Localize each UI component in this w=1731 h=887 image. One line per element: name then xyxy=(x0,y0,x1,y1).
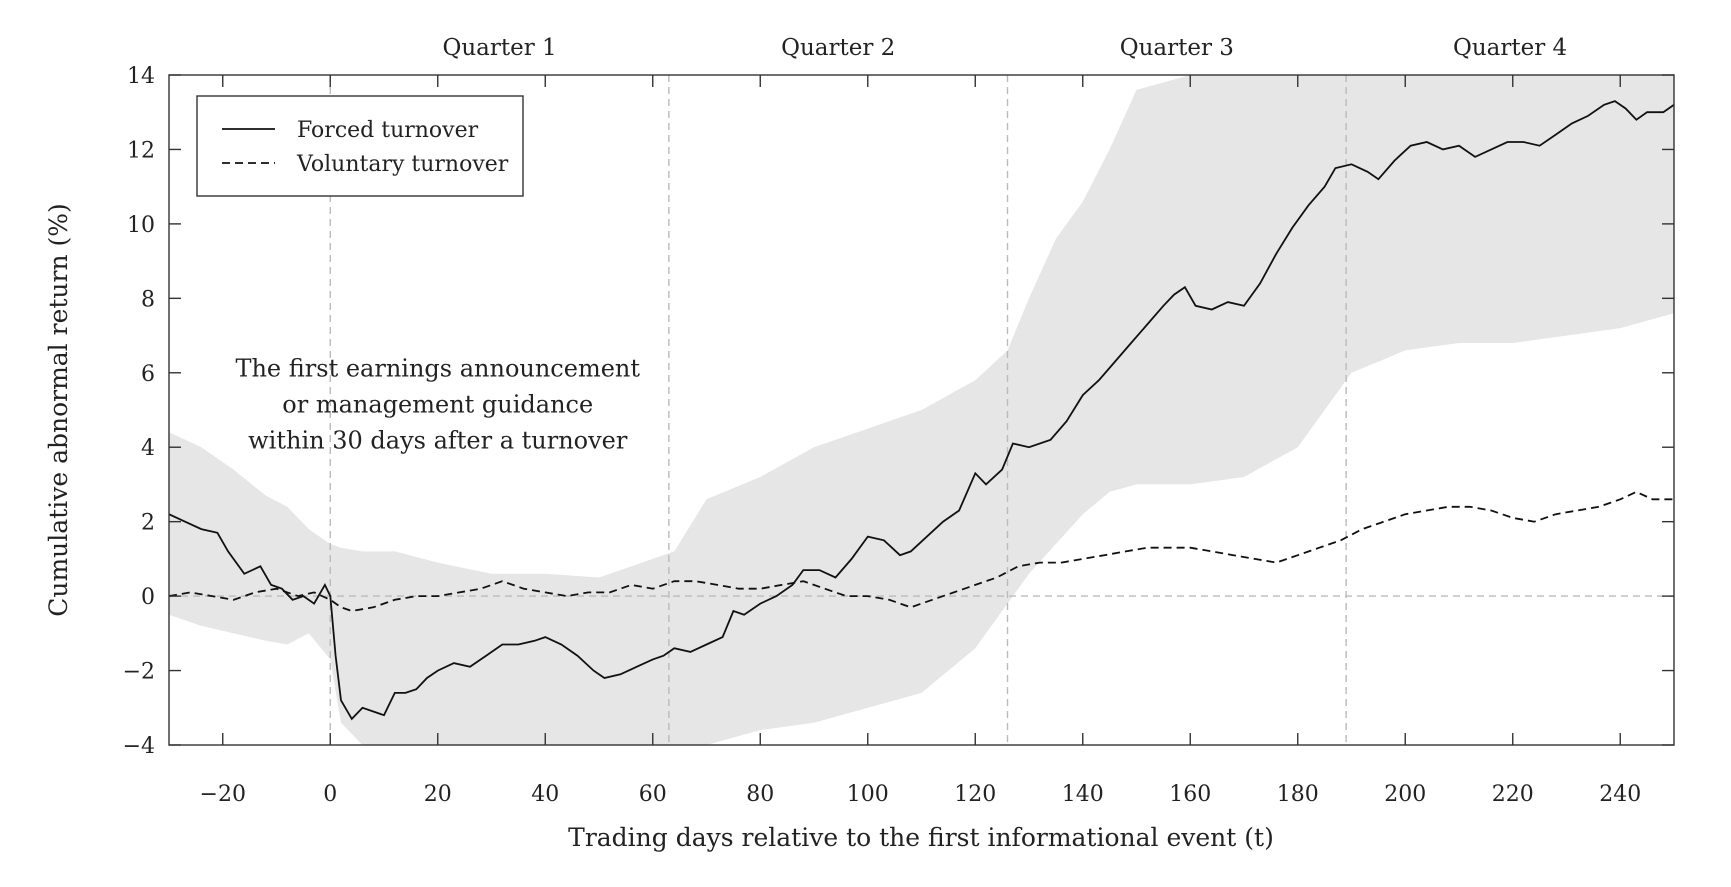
y-axis-label: Cumulative abnormal return (%) xyxy=(44,203,73,617)
x-tick-label: 20 xyxy=(424,782,452,807)
plot-frame xyxy=(168,74,1675,746)
y-tick-label: −2 xyxy=(123,660,155,685)
x-tick-label: 100 xyxy=(847,782,889,807)
series-line-forced-turnover xyxy=(169,100,1674,721)
y-tick-label: 6 xyxy=(141,362,155,387)
annotation-line-3: within 30 days after a turnover xyxy=(248,427,628,455)
y-tick-label: 14 xyxy=(127,64,155,89)
y-tick-label: 0 xyxy=(141,585,155,610)
y-tick-label: 2 xyxy=(141,511,155,536)
legend-label-voluntary: Voluntary turnover xyxy=(296,152,509,177)
x-tick-label: 240 xyxy=(1599,782,1641,807)
quarter-label: Quarter 4 xyxy=(1453,35,1567,61)
x-axis-label: Trading days relative to the first infor… xyxy=(568,823,1274,852)
x-tick-label: 0 xyxy=(323,782,337,807)
confidence-band xyxy=(169,75,1674,745)
quarter-label: Quarter 3 xyxy=(1120,35,1234,61)
x-tick-label: 160 xyxy=(1169,782,1211,807)
y-axis-ticks: −4 −2 0 2 4 6 8 10 12 14 xyxy=(123,64,1674,759)
legend-box xyxy=(196,95,524,197)
x-tick-label: 80 xyxy=(746,782,774,807)
legend: Forced turnover Voluntary turnover xyxy=(196,95,524,197)
y-tick-label: 10 xyxy=(127,213,155,238)
x-tick-label: 60 xyxy=(639,782,667,807)
y-tick-label: 4 xyxy=(141,436,155,461)
x-tick-label: 40 xyxy=(531,782,559,807)
x-tick-label: 140 xyxy=(1062,782,1104,807)
x-tick-label: 200 xyxy=(1384,782,1426,807)
legend-label-forced: Forced turnover xyxy=(297,118,479,143)
annotation-line-1: The first earnings announcement xyxy=(235,355,640,383)
quarter-labels: Quarter 1 Quarter 2 Quarter 3 Quarter 4 xyxy=(442,35,1567,61)
x-tick-label: 120 xyxy=(954,782,996,807)
quarter-label: Quarter 1 xyxy=(442,35,556,61)
x-axis-ticks: −20 0 20 40 60 80 100 120 140 160 180 200 220 240 xyxy=(200,75,1641,807)
x-tick-label: −20 xyxy=(200,782,246,807)
annotation: The first earnings announcement or manag… xyxy=(235,355,640,455)
annotation-line-2: or management guidance xyxy=(282,391,593,419)
y-tick-label: 12 xyxy=(127,138,155,163)
y-tick-label: 8 xyxy=(141,287,155,312)
y-tick-label: −4 xyxy=(123,734,155,759)
x-tick-label: 180 xyxy=(1277,782,1319,807)
quarter-label: Quarter 2 xyxy=(781,35,895,61)
x-tick-label: 220 xyxy=(1492,782,1534,807)
series-line-voluntary-turnover xyxy=(169,490,1674,612)
